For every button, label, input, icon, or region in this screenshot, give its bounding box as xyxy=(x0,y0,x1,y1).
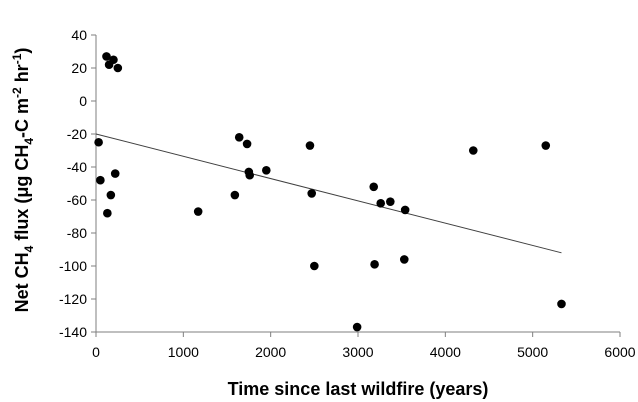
data-point xyxy=(352,322,362,332)
data-point xyxy=(102,52,111,61)
x-tick-label: 3000 xyxy=(342,344,373,360)
y-axis-title: Net CH4 flux (μg CH4-C m-2 hr-1) xyxy=(10,48,36,313)
data-point xyxy=(369,182,379,192)
data-point xyxy=(557,299,566,309)
y-tick-label: -80 xyxy=(67,225,87,241)
y-tick-label: -60 xyxy=(67,192,87,208)
x-tick-label: 5000 xyxy=(517,344,548,360)
data-point xyxy=(245,170,255,180)
x-tick-label: 0 xyxy=(92,344,100,360)
data-point xyxy=(110,169,120,178)
data-point xyxy=(386,197,395,206)
y-axis-ticks: 40 20 0 -20 -40 -60 -80 -100 -120 -140 xyxy=(59,27,96,340)
y-tick-label: -140 xyxy=(59,324,87,340)
plot-area xyxy=(95,35,620,333)
y-axis-title-sup: -2 xyxy=(10,87,24,98)
data-point xyxy=(262,166,271,175)
trendline xyxy=(95,133,562,254)
x-tick-label: 6000 xyxy=(604,344,635,360)
data-point xyxy=(242,139,252,149)
data-point xyxy=(96,175,105,185)
data-point xyxy=(230,190,240,200)
data-point xyxy=(103,208,112,218)
y-tick-label: -40 xyxy=(67,159,87,175)
x-axis-ticks: 0 1000 2000 3000 4000 5000 6000 xyxy=(92,332,636,360)
data-point xyxy=(305,141,315,150)
x-axis-title: Time since last wildfire (years) xyxy=(228,379,489,399)
y-axis-title-after4: ) xyxy=(12,48,32,54)
data-point xyxy=(94,137,103,147)
y-axis-title-after2: -C m xyxy=(12,98,32,138)
data-point xyxy=(376,199,386,208)
data-point xyxy=(468,146,478,155)
y-tick-label: -100 xyxy=(59,258,87,274)
data-point xyxy=(113,63,123,73)
data-point xyxy=(193,207,203,216)
y-tick-label: 40 xyxy=(71,27,87,43)
data-point xyxy=(307,189,317,198)
x-tick-label: 4000 xyxy=(430,344,461,360)
data-point xyxy=(310,261,319,271)
y-axis-title-after: flux (μg CH xyxy=(12,145,32,246)
y-axis-title-prefix: Net CH xyxy=(12,252,32,312)
data-point xyxy=(234,133,244,142)
y-axis-title-sub: 4 xyxy=(22,245,36,252)
data-point xyxy=(106,190,116,200)
y-axis-title-after3: hr xyxy=(12,64,32,87)
y-tick-label: -20 xyxy=(67,126,87,142)
data-point xyxy=(109,55,118,65)
y-tick-label: 20 xyxy=(71,60,87,76)
y-axis-title-sup2: -1 xyxy=(10,53,24,64)
x-tick-label: 1000 xyxy=(168,344,199,360)
y-tick-label: -120 xyxy=(59,291,87,307)
x-tick-label: 2000 xyxy=(255,344,286,360)
y-tick-label: 0 xyxy=(79,93,87,109)
data-point xyxy=(541,141,551,150)
data-point xyxy=(399,255,409,264)
data-point xyxy=(370,260,379,269)
data-points xyxy=(94,52,566,332)
data-point xyxy=(400,205,410,215)
y-axis-title-sub2: 4 xyxy=(22,138,36,145)
